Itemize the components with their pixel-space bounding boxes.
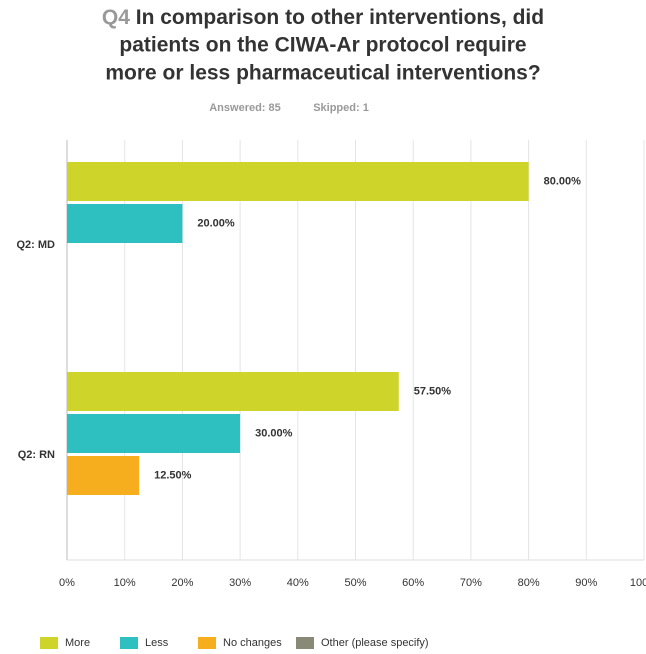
bar — [67, 456, 140, 495]
x-tick-label: 0% — [59, 577, 75, 589]
legend-label: More — [65, 637, 90, 649]
x-tick-label: 90% — [575, 577, 597, 589]
legend-swatch — [296, 637, 314, 649]
question-number: Q4 — [102, 6, 130, 29]
x-tick-label: 10% — [114, 577, 136, 589]
title-text: In comparison to other interventions, di… — [136, 6, 544, 29]
answered: Answered: 85 — [209, 102, 281, 114]
x-tick-label: 80% — [518, 577, 540, 589]
y-tick-label: Q2: RN — [18, 449, 55, 461]
skipped: Skipped: 1 — [313, 102, 369, 114]
value-label: 80.00% — [544, 175, 582, 187]
x-tick-label: 100% — [630, 577, 646, 589]
chart-title-line: more or less pharmaceutical intervention… — [105, 62, 540, 85]
chart-title-line: Q4 In comparison to other interventions,… — [102, 6, 544, 29]
value-label: 57.50% — [414, 385, 452, 397]
chart-title-line: patients on the CIWA-Ar protocol require — [119, 34, 526, 57]
y-tick-label: Q2: MD — [17, 239, 56, 251]
legend-swatch — [198, 637, 216, 649]
x-tick-label: 40% — [287, 577, 309, 589]
value-label: 12.50% — [154, 469, 192, 481]
x-tick-label: 70% — [460, 577, 482, 589]
legend-label: Other (please specify) — [321, 637, 429, 649]
bar — [67, 204, 183, 243]
value-label: 30.00% — [255, 427, 293, 439]
x-tick-label: 30% — [229, 577, 251, 589]
legend-swatch — [40, 637, 58, 649]
bar — [67, 414, 241, 453]
bar — [67, 162, 529, 201]
value-label: 20.00% — [197, 217, 235, 229]
bar — [67, 372, 399, 411]
legend-label: No changes — [223, 637, 282, 649]
x-tick-label: 60% — [402, 577, 424, 589]
x-tick-label: 50% — [344, 577, 366, 589]
legend-label: Less — [145, 637, 169, 649]
legend-swatch — [120, 637, 138, 649]
x-tick-label: 20% — [171, 577, 193, 589]
